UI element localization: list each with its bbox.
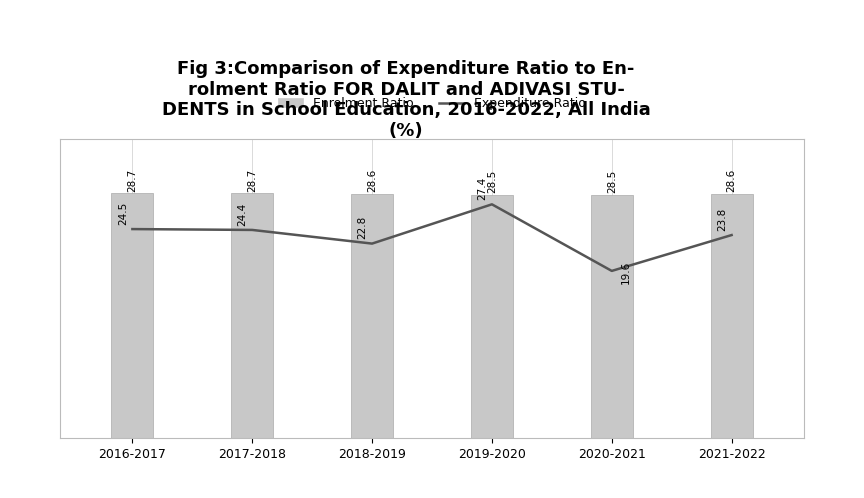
Bar bbox=[591, 195, 632, 438]
Legend: Enrolment Ratio, Expenditure Ratio: Enrolment Ratio, Expenditure Ratio bbox=[273, 92, 591, 115]
Text: 23.8: 23.8 bbox=[717, 208, 727, 231]
Text: Fig 3:Comparison of Expenditure Ratio to En-
rolment Ratio FOR DALIT and ADIVASI: Fig 3:Comparison of Expenditure Ratio to… bbox=[162, 60, 651, 140]
Bar bbox=[351, 194, 393, 438]
Bar bbox=[111, 193, 154, 438]
Text: 28.6: 28.6 bbox=[727, 169, 737, 192]
Bar bbox=[232, 193, 273, 438]
Bar bbox=[471, 195, 513, 438]
Text: 19.6: 19.6 bbox=[621, 260, 631, 284]
Bar bbox=[711, 194, 753, 438]
Text: 28.5: 28.5 bbox=[487, 170, 497, 193]
Text: 28.7: 28.7 bbox=[127, 168, 137, 192]
Text: 22.8: 22.8 bbox=[358, 216, 367, 240]
Text: 28.7: 28.7 bbox=[247, 168, 257, 192]
Text: 28.5: 28.5 bbox=[607, 170, 617, 193]
Text: 28.6: 28.6 bbox=[367, 169, 377, 192]
Text: 24.5: 24.5 bbox=[118, 202, 128, 225]
Text: 27.4: 27.4 bbox=[477, 177, 487, 200]
Text: 24.4: 24.4 bbox=[238, 202, 248, 226]
